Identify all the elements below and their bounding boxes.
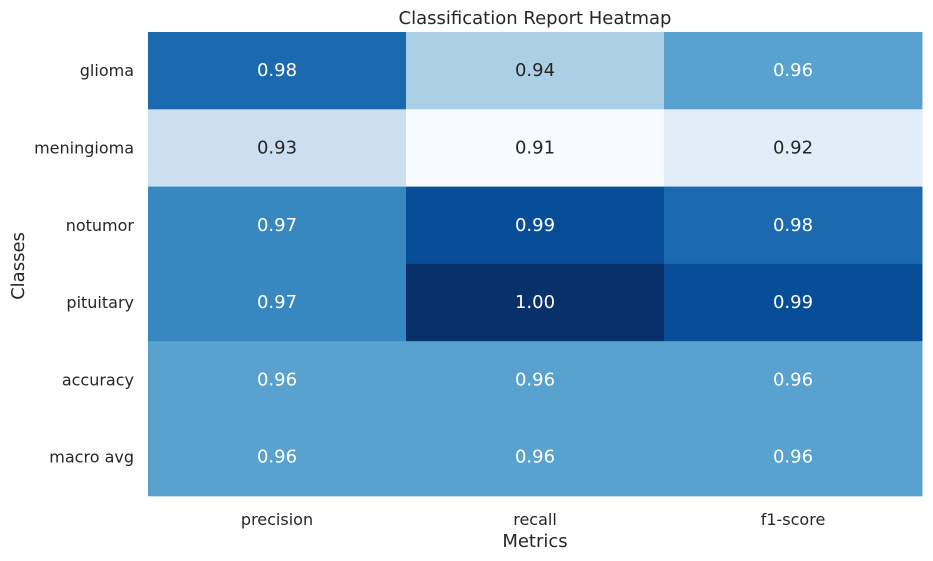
heatmap-cell-labels: 0.98 0.94 0.96 0.93 0.91 0.92 0.97 0.99 0.98 0.97… [257,60,813,468]
y-tick-label: glioma [80,61,134,80]
y-tick-label: accuracy [62,370,134,389]
cell-value-label: 0.93 [257,137,297,158]
y-tick-label: meningioma [34,138,134,157]
cell-value-label: 0.96 [515,369,555,390]
heatmap-cell [148,32,407,110]
cell-value-label: 0.96 [257,369,297,390]
heatmap-cell [148,263,407,342]
heatmap-cell [664,186,923,265]
heatmap-cells [148,32,923,497]
cell-value-label: 0.99 [773,292,813,313]
cell-value-label: 0.91 [515,137,555,158]
cell-value-label: 1.00 [515,292,555,313]
heatmap-cell [664,32,923,110]
cell-value-label: 0.96 [257,447,297,468]
cell-value-label: 0.98 [773,215,813,236]
heatmap-cell [406,263,665,342]
cell-value-label: 0.96 [515,447,555,468]
y-axis-label: Classes [8,232,29,300]
x-tick-label: f1-score [761,510,826,529]
heatmap-cell [148,341,407,419]
x-tick-labels: precision recall f1-score [241,510,825,529]
heatmap-cell [406,32,665,110]
cell-value-label: 0.94 [515,60,555,81]
cell-value-label: 0.98 [257,60,297,81]
cell-value-label: 0.97 [257,292,297,313]
cell-value-label: 0.96 [773,369,813,390]
heatmap-cell [664,109,923,188]
heatmap-cell [406,341,665,419]
cell-value-label: 0.96 [773,447,813,468]
heatmap-cell [406,418,665,497]
x-axis-label: Metrics [502,531,567,552]
heatmap-cell [148,418,407,497]
heatmap-cell [664,418,923,497]
heatmap-cell [406,186,665,265]
heatmap-cell [664,341,923,419]
y-tick-labels: glioma meningioma notumor pituitary accuracy… [34,61,135,467]
y-tick-label: pituitary [66,293,134,312]
heatmap-cell [148,109,407,188]
cell-value-label: 0.97 [257,215,297,236]
cell-value-label: 0.92 [773,137,813,158]
chart-title: Classification Report Heatmap [399,8,672,29]
x-tick-label: precision [241,510,313,529]
heatmap-cell [148,186,407,265]
y-tick-label: notumor [66,216,135,235]
y-tick-label: macro avg [49,448,134,467]
cell-value-label: 0.99 [515,215,555,236]
cell-value-label: 0.96 [773,60,813,81]
x-tick-label: recall [513,510,557,529]
heatmap-cell [406,109,665,188]
heatmap-cell [664,263,923,342]
